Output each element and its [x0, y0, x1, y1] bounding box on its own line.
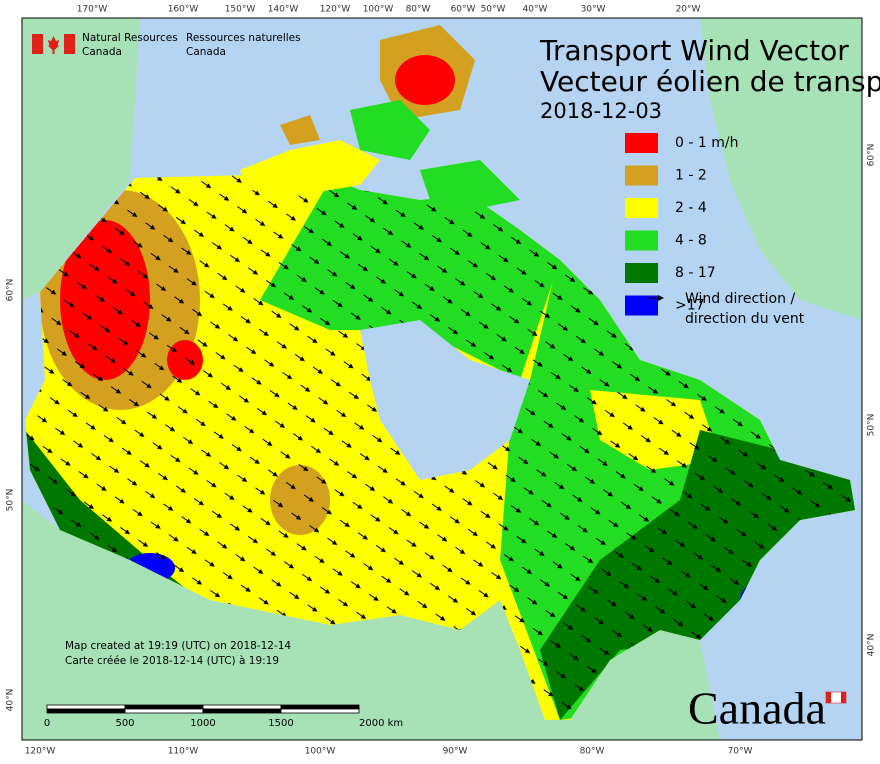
arctic-island: [420, 160, 520, 210]
longitude-label: 50°W: [481, 5, 506, 15]
legend-arrow-label: direction du vent: [685, 311, 805, 327]
latitude-label: 60°N: [867, 144, 877, 167]
title-en: Transport Wind Vector: [539, 34, 849, 67]
longitude-label: 80°W: [406, 5, 431, 15]
map-area: [22, 18, 862, 740]
greenland: [700, 18, 862, 320]
longitude-label: 160°W: [168, 5, 199, 15]
scale-segment: [124, 708, 204, 714]
legend-swatch: [625, 198, 658, 218]
longitude-label: 20°W: [676, 5, 701, 15]
legend-label: 8 - 17: [675, 265, 716, 281]
scale-label: 500: [115, 718, 134, 729]
agency-fr: Ressources naturelles: [186, 32, 301, 44]
longitude-label: 110°W: [168, 747, 199, 757]
longitude-label: 100°W: [305, 747, 336, 757]
hudson-bay: [360, 320, 530, 480]
agency-en: Canada: [82, 46, 122, 58]
longitude-label: 40°W: [523, 5, 548, 15]
legend-swatch: [625, 133, 658, 153]
scale-segment: [202, 708, 282, 714]
wordmark-flag-bar: [826, 692, 831, 703]
flag-right: [64, 34, 75, 54]
latitude-label: 60°N: [6, 279, 16, 302]
legend-label: 4 - 8: [675, 233, 707, 249]
united-states: [22, 500, 720, 740]
scale-bar: 0 500 1000 1500 2000 km: [44, 704, 403, 729]
header-block: Natural Resources Canada Ressources natu…: [32, 32, 301, 58]
longitude-label: 170°W: [77, 5, 108, 15]
scale-segment: [124, 704, 204, 710]
scale-segment: [280, 708, 360, 714]
legend-label: >17: [675, 298, 705, 314]
scale-label: 1500: [268, 718, 293, 729]
scale-segment: [46, 704, 126, 710]
legend-arrow-head: [658, 295, 664, 301]
flag-leaf: [47, 36, 60, 54]
map-frame: [21, 17, 863, 741]
scale-label: 2000 km: [359, 718, 403, 729]
scale-segment: [202, 704, 282, 710]
scale-label: 0: [44, 718, 50, 729]
latitude-label: 50°N: [6, 489, 16, 512]
legend-label: 2 - 4: [675, 200, 707, 216]
legend-swatch: [625, 230, 658, 251]
scale-segment: [280, 704, 360, 710]
scale-segment: [46, 708, 126, 714]
longitude-label: 80°W: [580, 747, 605, 757]
flag-left: [32, 34, 43, 54]
longitude-label: 140°W: [268, 5, 299, 15]
legend-arrow-label: Wind direction /: [685, 291, 795, 307]
ellesmere-red: [395, 55, 455, 105]
canada-wordmark: Canada: [688, 683, 826, 734]
longitude-label: 60°W: [451, 5, 476, 15]
longitude-label: 150°W: [225, 5, 256, 15]
title-fr: Vecteur éolien de transp: [540, 65, 880, 98]
longitude-label: 120°W: [25, 747, 56, 757]
latitude-label: 40°N: [867, 634, 877, 657]
scale-label: 1000: [190, 718, 215, 729]
credit-fr: Carte créée le 2018-12-14 (UTC) à 19:19: [65, 655, 279, 667]
credit-en: Map created at 19:19 (UTC) on 2018-12-14: [65, 640, 291, 652]
legend-swatch: [625, 165, 658, 186]
wordmark-flag-bar: [841, 692, 846, 703]
graticule-labels: 170°W 160°W 150°W 140°W 120°W 100°W 80°W 60°W 50…: [6, 5, 877, 757]
arctic-island: [240, 140, 380, 195]
agency-en: Natural Resources: [82, 32, 178, 44]
agency-fr: Canada: [186, 46, 226, 58]
longitude-label: 90°W: [443, 747, 468, 757]
latitude-label: 40°N: [6, 689, 16, 712]
legend-swatch: [625, 263, 658, 283]
map-date: 2018-12-03: [540, 99, 662, 123]
arctic-island: [280, 115, 320, 145]
longitude-label: 30°W: [581, 5, 606, 15]
longitude-label: 100°W: [363, 5, 394, 15]
legend-swatch: [625, 295, 658, 316]
alaska: [22, 18, 140, 300]
latitude-label: 50°N: [867, 414, 877, 437]
longitude-label: 120°W: [320, 5, 351, 15]
arctic-island: [350, 100, 430, 160]
legend-label: 0 - 1 m/h: [675, 135, 738, 151]
longitude-label: 70°W: [728, 747, 753, 757]
legend-label: 1 - 2: [675, 168, 707, 184]
